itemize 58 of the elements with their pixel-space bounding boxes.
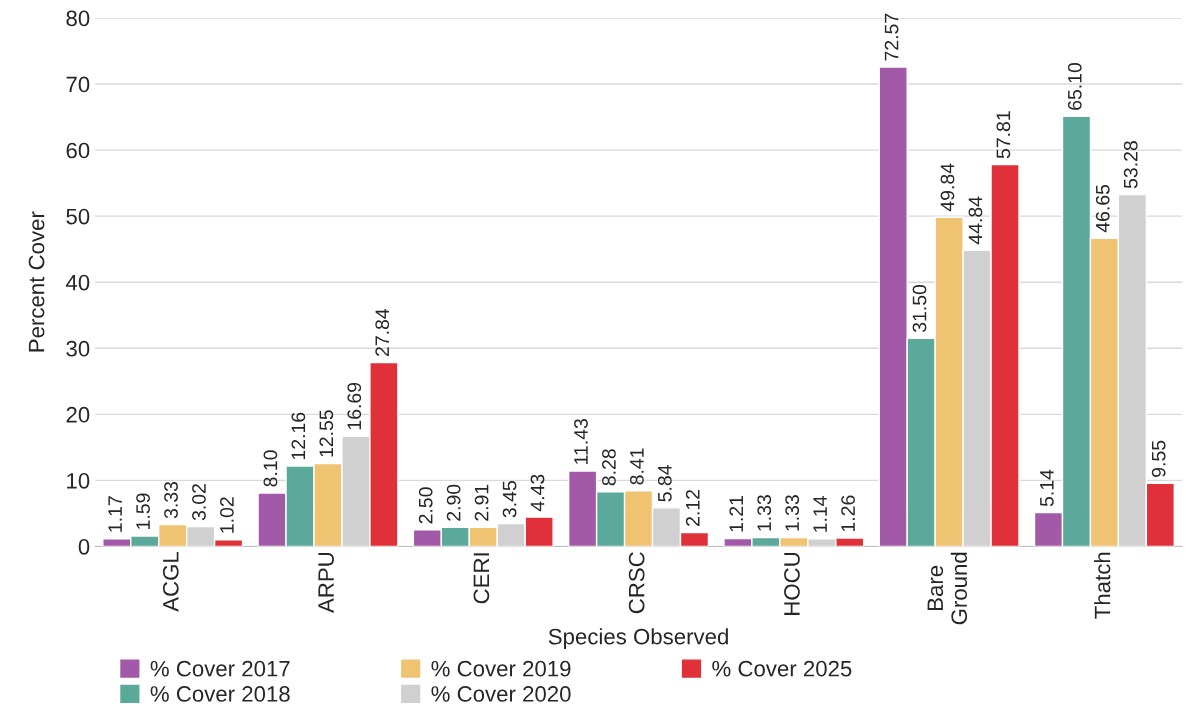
x-tick-label: HOCU bbox=[784, 553, 800, 615]
data-label: 8.28 bbox=[602, 449, 616, 486]
x-axis-title: Species Observed bbox=[548, 628, 728, 649]
legend-label: % Cover 2025 bbox=[712, 660, 852, 677]
y-tick-label: 10 bbox=[67, 472, 90, 489]
data-label: 8.10 bbox=[263, 450, 278, 487]
x-tick-label: Bare Ground bbox=[927, 552, 968, 625]
y-tick-label: 70 bbox=[66, 76, 90, 93]
data-label: 3.45 bbox=[502, 481, 517, 518]
data-label: 5.14 bbox=[1040, 469, 1054, 507]
data-label: 1.59 bbox=[136, 493, 150, 529]
y-tick-label: 50 bbox=[66, 208, 90, 225]
data-label: 46.65 bbox=[1095, 184, 1110, 233]
data-label: 31.50 bbox=[912, 284, 927, 333]
x-tick-label: ACGL bbox=[162, 552, 179, 612]
legend-label: % Cover 2020 bbox=[431, 686, 571, 702]
data-label: 2.50 bbox=[418, 487, 433, 524]
data-label: 1.21 bbox=[729, 496, 743, 532]
x-tick-label: CRSC bbox=[628, 552, 645, 614]
data-label: 4.43 bbox=[530, 474, 545, 512]
data-label: 1.17 bbox=[108, 496, 122, 532]
y-tick-label: 30 bbox=[66, 340, 90, 357]
data-label: 27.84 bbox=[375, 308, 390, 356]
y-tick-label: 80 bbox=[66, 10, 90, 27]
data-label: 8.41 bbox=[630, 448, 644, 485]
data-label: 9.55 bbox=[1151, 440, 1166, 477]
y-tick-label: 20 bbox=[66, 406, 90, 423]
data-label: 44.84 bbox=[968, 196, 983, 245]
data-label: 16.69 bbox=[347, 382, 362, 430]
y-axis-title: Percent Cover bbox=[28, 211, 45, 352]
data-label: 1.33 bbox=[785, 495, 800, 531]
data-label: 49.84 bbox=[940, 163, 955, 212]
data-label: 1.26 bbox=[841, 495, 855, 532]
data-label: 11.43 bbox=[574, 419, 588, 464]
y-tick-label: 40 bbox=[65, 274, 90, 291]
x-tick-label: ARPU bbox=[318, 553, 334, 613]
data-label: 65.10 bbox=[1067, 62, 1082, 110]
legend-label: % Cover 2019 bbox=[431, 660, 571, 677]
legend-label: % Cover 2017 bbox=[150, 660, 290, 677]
data-label: 2.90 bbox=[446, 484, 461, 521]
x-tick-label: Thatch bbox=[1094, 552, 1111, 619]
data-label: 1.02 bbox=[220, 497, 234, 533]
x-tick-label: CERI bbox=[473, 553, 490, 604]
data-label: 72.57 bbox=[884, 13, 899, 61]
legend-label: % Cover 2018 bbox=[150, 686, 290, 702]
data-label: 5.84 bbox=[657, 465, 672, 502]
data-label: 57.81 bbox=[996, 111, 1011, 159]
data-label: 1.33 bbox=[757, 495, 772, 531]
data-label: 2.91 bbox=[474, 484, 489, 521]
data-label: 1.14 bbox=[813, 496, 827, 532]
data-label: 3.33 bbox=[164, 481, 178, 519]
data-label: 53.28 bbox=[1123, 141, 1138, 189]
data-label: 3.02 bbox=[192, 484, 206, 521]
data-label: 2.12 bbox=[685, 490, 700, 526]
data-label: 12.55 bbox=[319, 410, 334, 457]
y-tick-label: 0 bbox=[78, 538, 90, 555]
y-tick-label: 60 bbox=[66, 142, 90, 159]
data-label: 12.16 bbox=[291, 412, 306, 460]
